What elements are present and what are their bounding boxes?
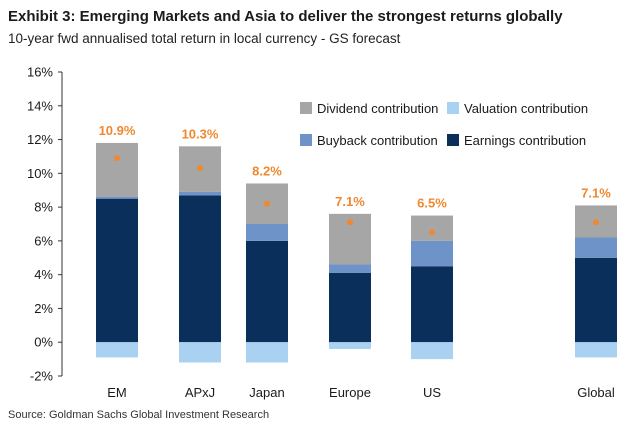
- bar-buyback-japan: [246, 224, 288, 241]
- y-tick-label: 8%: [34, 200, 53, 215]
- y-axis: -2% 0% 2% 4% 6% 8% 10% 12% 14% 16%: [27, 65, 63, 384]
- bar-buyback-em: [96, 196, 138, 199]
- legend-label-dividend: Dividend contribution: [317, 101, 438, 116]
- bar-earnings-em: [96, 198, 138, 343]
- bar-valuation-europe: [329, 342, 371, 349]
- bar-earnings-europe: [329, 272, 371, 343]
- x-category-label: Japan: [249, 385, 284, 400]
- bar-earnings-us: [411, 266, 453, 343]
- bar-dividend-us: [411, 215, 453, 241]
- legend-label-buyback: Buyback contribution: [317, 133, 438, 148]
- legend-label-valuation: Valuation contribution: [464, 101, 588, 116]
- bar-valuation-apxj: [179, 342, 221, 363]
- x-category-label: Europe: [329, 385, 371, 400]
- x-category-label: EM: [107, 385, 127, 400]
- bar-valuation-us: [411, 342, 453, 360]
- chart-title: Exhibit 3: Emerging Markets and Asia to …: [8, 8, 563, 25]
- bar-valuation-global: [575, 342, 617, 358]
- total-return-label: 8.2%: [252, 163, 282, 178]
- y-tick-label: 6%: [34, 233, 53, 248]
- y-tick-label: 4%: [34, 267, 53, 282]
- bar-dividend-em: [96, 142, 138, 197]
- x-category-label: APxJ: [185, 385, 215, 400]
- legend-swatch-earnings: [447, 134, 459, 146]
- bar-valuation-japan: [246, 342, 288, 363]
- y-tick-label: 10%: [27, 166, 53, 181]
- chart-subtitle: 10-year fwd annualised total return in l…: [8, 31, 401, 46]
- total-return-label: 10.9%: [99, 123, 136, 138]
- bar-buyback-apxj: [179, 191, 221, 196]
- legend-label-earnings: Earnings contribution: [464, 133, 586, 148]
- bars: EM APxJ Japan Europe US Global: [96, 142, 617, 400]
- total-return-marker: [429, 229, 435, 236]
- y-tick-label: -2%: [30, 369, 54, 384]
- source-note: Source: Goldman Sachs Global Investment …: [8, 409, 270, 421]
- legend: Dividend contribution Valuation contribut…: [300, 101, 588, 148]
- total-return-marker: [264, 200, 270, 207]
- bar-earnings-global: [575, 257, 617, 343]
- legend-swatch-buyback: [300, 134, 312, 146]
- legend-swatch-dividend: [300, 102, 312, 114]
- total-return-marker: [197, 165, 203, 172]
- legend-swatch-valuation: [447, 102, 459, 114]
- bar-buyback-global: [575, 237, 617, 258]
- total-return-marker: [114, 155, 120, 162]
- y-tick-label: 16%: [27, 65, 53, 80]
- total-return-marker: [347, 219, 353, 226]
- total-return-label: 6.5%: [417, 196, 447, 211]
- data-labels: 10.9% 10.3% 8.2% 7.1% 6.5% 7.1%: [99, 123, 611, 236]
- total-return-label: 7.1%: [335, 194, 365, 209]
- x-category-label: Global: [577, 385, 615, 400]
- bar-earnings-apxj: [179, 195, 221, 343]
- total-return-label: 10.3%: [182, 126, 219, 141]
- y-tick-label: 14%: [27, 98, 53, 113]
- bar-buyback-us: [411, 240, 453, 267]
- y-tick-label: 0%: [34, 335, 53, 350]
- y-tick-label: 12%: [27, 132, 53, 147]
- bar-earnings-japan: [246, 240, 288, 343]
- bar-valuation-em: [96, 342, 138, 358]
- x-category-label: US: [423, 385, 441, 400]
- total-return-label: 7.1%: [581, 185, 611, 200]
- y-tick-label: 2%: [34, 301, 53, 316]
- total-return-marker: [593, 219, 599, 226]
- bar-buyback-europe: [329, 264, 371, 273]
